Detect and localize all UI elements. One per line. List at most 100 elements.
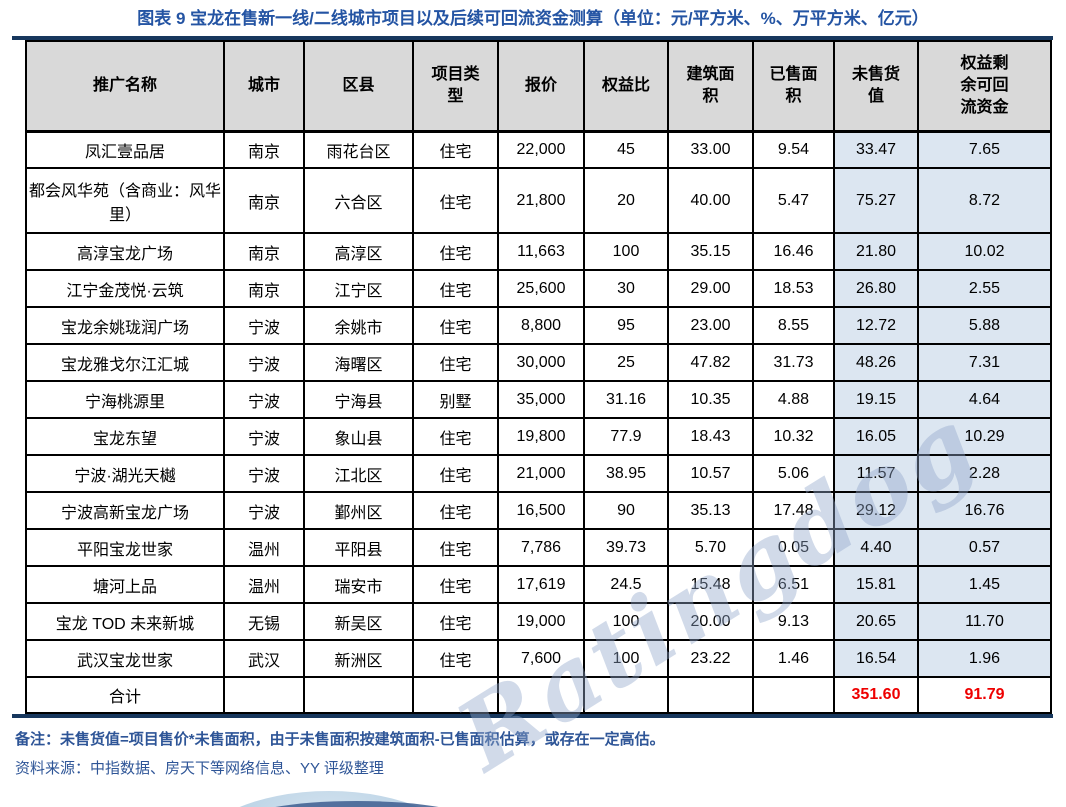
cell-sold-area: 10.32 xyxy=(752,417,835,456)
cell-sold-area: 4.88 xyxy=(752,380,835,419)
top-rule xyxy=(12,36,1053,40)
cell-sold-area: 6.51 xyxy=(752,565,835,604)
cell-equity-recoverable-cash: 7.31 xyxy=(917,343,1052,382)
table-row: 宁波高新宝龙广场 宁波 鄞州区 住宅 16,500 90 35.13 17.48 29.12 16… xyxy=(25,491,1052,530)
cell-type: 住宅 xyxy=(412,491,499,530)
cell-name: 宁海桃源里 xyxy=(25,380,225,419)
total-row: 合计 351.60 91.79 xyxy=(25,676,1052,714)
cell-gross-floor-area: 33.00 xyxy=(667,130,754,169)
cell-name: 江宁金茂悦·云筑 xyxy=(25,269,225,308)
cell-equity-recoverable-cash: 8.72 xyxy=(917,167,1052,234)
cell-type: 住宅 xyxy=(412,269,499,308)
cell-name: 宝龙余姚珑润广场 xyxy=(25,306,225,345)
cell-district: 平阳县 xyxy=(303,528,414,567)
cell-gross-floor-area: 20.00 xyxy=(667,602,754,641)
cell-unsold-value: 4.40 xyxy=(833,528,919,567)
cell-unsold-value: 16.05 xyxy=(833,417,919,456)
cell-price: 30,000 xyxy=(497,343,585,382)
cell-city: 南京 xyxy=(223,167,305,234)
cell-price: 21,000 xyxy=(497,454,585,493)
table-row: 平阳宝龙世家 温州 平阳县 住宅 7,786 39.73 5.70 0.05 4.40 0.57 xyxy=(25,528,1052,567)
cell-city: 宁波 xyxy=(223,380,305,419)
table-row: 宝龙雅戈尔江汇城 宁波 海曙区 住宅 30,000 25 47.82 31.73 48.26 7.… xyxy=(25,343,1052,382)
cell-district: 海曙区 xyxy=(303,343,414,382)
total-sold-area xyxy=(752,676,835,714)
table-row: 武汉宝龙世家 武汉 新洲区 住宅 7,600 100 23.22 1.46 16.54 1.96 xyxy=(25,639,1052,678)
cell-unsold-value: 21.80 xyxy=(833,232,919,271)
cell-price: 21,800 xyxy=(497,167,585,234)
total-type xyxy=(412,676,499,714)
cell-gross-floor-area: 47.82 xyxy=(667,343,754,382)
cell-district: 余姚市 xyxy=(303,306,414,345)
note-remark: 备注：未售货值=项目售价*未售面积，由于未售面积按建筑面积-已售面积估算，或存在… xyxy=(15,731,665,748)
cell-gross-floor-area: 23.00 xyxy=(667,306,754,345)
cell-gross-floor-area: 10.57 xyxy=(667,454,754,493)
table-row: 塘河上品 温州 瑞安市 住宅 17,619 24.5 15.48 6.51 15.81 1.45 xyxy=(25,565,1052,604)
cell-district: 新吴区 xyxy=(303,602,414,641)
cell-unsold-value: 33.47 xyxy=(833,130,919,169)
cell-name: 高淳宝龙广场 xyxy=(25,232,225,271)
cell-name: 宝龙东望 xyxy=(25,417,225,456)
cell-sold-area: 18.53 xyxy=(752,269,835,308)
cell-price: 19,000 xyxy=(497,602,585,641)
cell-unsold-value: 15.81 xyxy=(833,565,919,604)
cell-sold-area: 9.54 xyxy=(752,130,835,169)
total-district xyxy=(303,676,414,714)
cell-equity-ratio: 38.95 xyxy=(583,454,669,493)
cell-sold-area: 5.47 xyxy=(752,167,835,234)
cell-price: 7,600 xyxy=(497,639,585,678)
cell-sold-area: 1.46 xyxy=(752,639,835,678)
cell-equity-recoverable-cash: 10.02 xyxy=(917,232,1052,271)
cell-equity-ratio: 24.5 xyxy=(583,565,669,604)
cell-gross-floor-area: 23.22 xyxy=(667,639,754,678)
cell-type: 住宅 xyxy=(412,417,499,456)
total-equity-ratio xyxy=(583,676,669,714)
cell-sold-area: 31.73 xyxy=(752,343,835,382)
cell-gross-floor-area: 29.00 xyxy=(667,269,754,308)
col-header-type: 项目类 型 xyxy=(412,40,499,133)
cell-name: 宝龙 TOD 未来新城 xyxy=(25,602,225,641)
cell-equity-recoverable-cash: 2.28 xyxy=(917,454,1052,493)
cell-city: 武汉 xyxy=(223,639,305,678)
cell-name: 都会风华苑（含商业：风华里） xyxy=(25,167,225,234)
cell-type: 住宅 xyxy=(412,232,499,271)
cell-city: 宁波 xyxy=(223,343,305,382)
cell-equity-recoverable-cash: 4.64 xyxy=(917,380,1052,419)
cell-equity-recoverable-cash: 7.65 xyxy=(917,130,1052,169)
cell-equity-ratio: 100 xyxy=(583,602,669,641)
bottom-rule xyxy=(12,714,1053,718)
cell-city: 温州 xyxy=(223,528,305,567)
cell-name: 宝龙雅戈尔江汇城 xyxy=(25,343,225,382)
cell-type: 住宅 xyxy=(412,565,499,604)
table-row: 宝龙东望 宁波 象山县 住宅 19,800 77.9 18.43 10.32 16.05 10.2… xyxy=(25,417,1052,456)
total-unsold-value: 351.60 xyxy=(833,676,919,714)
cell-city: 宁波 xyxy=(223,454,305,493)
cell-name: 塘河上品 xyxy=(25,565,225,604)
cell-city: 南京 xyxy=(223,232,305,271)
cell-unsold-value: 11.57 xyxy=(833,454,919,493)
cell-price: 17,619 xyxy=(497,565,585,604)
note-source: 资料来源：中指数据、房天下等网络信息、YY 评级整理 xyxy=(15,760,384,777)
cell-city: 宁波 xyxy=(223,417,305,456)
cell-equity-recoverable-cash: 10.29 xyxy=(917,417,1052,456)
cell-type: 住宅 xyxy=(412,167,499,234)
cell-district: 鄞州区 xyxy=(303,491,414,530)
cell-sold-area: 9.13 xyxy=(752,602,835,641)
cell-equity-recoverable-cash: 2.55 xyxy=(917,269,1052,308)
projects-table: 推广名称 城市 区县 项目类 型 报价 权益比 建筑面 积 已售面 积 未售货 … xyxy=(25,40,1052,714)
table-body: 凤汇壹品居 南京 雨花台区 住宅 22,000 45 33.00 9.54 33.47 7.65 都… xyxy=(25,130,1052,714)
cell-equity-ratio: 20 xyxy=(583,167,669,234)
cell-unsold-value: 16.54 xyxy=(833,639,919,678)
figure-title: 图表 9 宝龙在售新一线/二线城市项目以及后续可回流资金测算（单位：元/平方米、… xyxy=(137,9,929,28)
cell-name: 平阳宝龙世家 xyxy=(25,528,225,567)
table-row: 江宁金茂悦·云筑 南京 江宁区 住宅 25,600 30 29.00 18.53 26.80 2.… xyxy=(25,269,1052,308)
cell-type: 住宅 xyxy=(412,343,499,382)
cell-equity-recoverable-cash: 16.76 xyxy=(917,491,1052,530)
cell-sold-area: 17.48 xyxy=(752,491,835,530)
cell-equity-recoverable-cash: 1.96 xyxy=(917,639,1052,678)
col-header-city: 城市 xyxy=(223,40,305,133)
cell-name: 武汉宝龙世家 xyxy=(25,639,225,678)
cell-name: 凤汇壹品居 xyxy=(25,130,225,169)
cell-name: 宁波高新宝龙广场 xyxy=(25,491,225,530)
cell-type: 住宅 xyxy=(412,130,499,169)
